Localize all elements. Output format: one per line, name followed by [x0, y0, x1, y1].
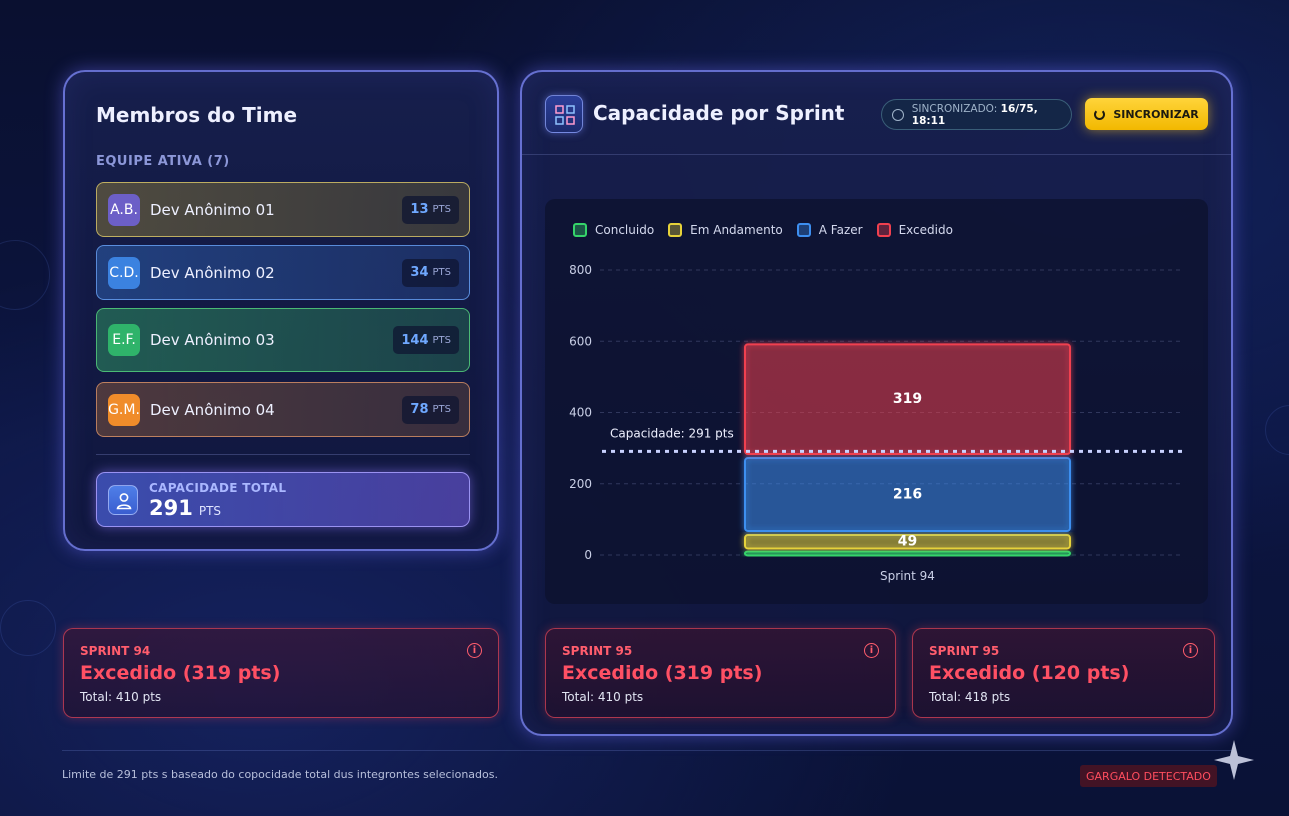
legend-label: Em Andamento [690, 223, 783, 237]
total-capacity-value-row: 291 PTS [149, 496, 221, 520]
points-badge: 78 PTS [402, 395, 459, 424]
member-name: Dev Anônimo 04 [150, 400, 275, 419]
sprint-total: Total: 410 pts [80, 690, 162, 704]
total-capacity-box: CAPACIDADE TOTAL 291 PTS [96, 472, 470, 527]
bottleneck-alert-badge: GARGALO DETECTADO [1080, 765, 1217, 787]
avatar-initials: C.D. [109, 264, 139, 281]
info-icon[interactable]: i [467, 643, 482, 658]
legend-swatch [876, 223, 891, 237]
points-unit: PTS [432, 204, 452, 215]
info-icon[interactable]: i [864, 643, 879, 658]
legend-item-em-andamento[interactable]: Em Andamento [668, 223, 783, 237]
chart-area [545, 199, 1208, 604]
legend-item-a-fazer[interactable]: A Fazer [796, 223, 863, 237]
total-capacity-unit: PTS [198, 504, 222, 518]
active-team-label: EQUIPE ATIVA (7) [96, 154, 230, 169]
avatar: A.B. [108, 193, 140, 226]
avatar: G.M. [108, 393, 140, 426]
sprint-95-card-2[interactable]: SPRINT 95 i Excedido (120 pts) Total: 41… [912, 628, 1215, 718]
avatar-initials: A.B. [110, 201, 138, 218]
sprint-94-card[interactable]: SPRINT 94 i Excedido (319 pts) Total: 41… [63, 628, 499, 718]
total-capacity-value: 291 [149, 496, 193, 520]
sync-status: SINCRONIZADO: 16/75, 18:11 [881, 99, 1072, 130]
points-unit: PTS [432, 267, 452, 278]
chart-legend: Concluido Em Andamento A Fazer Excedido [573, 223, 953, 237]
footer-divider [62, 750, 1232, 751]
footer-note: Limite de 291 pts s baseado do copocidad… [62, 768, 498, 781]
points-value: 78 [410, 402, 429, 417]
member-name: Dev Anônimo 01 [150, 200, 275, 219]
member-row-1[interactable]: A.B. Dev Anônimo 01 13 PTS [96, 182, 470, 237]
legend-item-excedido[interactable]: Excedido [876, 223, 953, 237]
points-badge: 13 PTS [402, 195, 459, 224]
members-divider [96, 454, 470, 455]
avatar-initials: E.F. [112, 332, 136, 348]
sprint-95-card[interactable]: SPRINT 95 i Excedido (319 pts) Total: 41… [545, 628, 896, 718]
sprint-panel-icon [545, 95, 583, 133]
legend-label: A Fazer [818, 223, 863, 237]
member-name: Dev Anônimo 03 [150, 331, 275, 349]
member-row-2[interactable]: C.D. Dev Anônimo 02 34 PTS [96, 245, 470, 300]
sprint-status: Excedido (120 pts) [929, 662, 1130, 684]
member-row-3[interactable]: E.F. Dev Anônimo 03 144 PTS [96, 308, 470, 372]
sprint-panel-title: Capacidade por Sprint [593, 101, 845, 125]
legend-item-concluido[interactable]: Concluido [573, 223, 654, 237]
member-row-4[interactable]: G.M. Dev Anônimo 04 78 PTS [96, 382, 470, 437]
sync-button[interactable]: SINCRONIZAR [1085, 98, 1208, 130]
legend-label: Concluido [595, 223, 655, 237]
members-panel-title: Membros do Time [96, 103, 298, 127]
legend-swatch [573, 223, 587, 237]
avatar: C.D. [108, 256, 140, 289]
sprint-panel-divider [522, 154, 1231, 155]
legend-label: Excedido [898, 223, 953, 237]
sync-status-value: 16/75, 18:11 [911, 102, 1038, 127]
sync-button-label: SINCRONIZAR [1113, 107, 1199, 121]
points-unit: PTS [432, 334, 452, 346]
sprint-label: SPRINT 95 [929, 644, 1000, 658]
refresh-icon [1094, 108, 1106, 120]
sprint-label: SPRINT 95 [562, 644, 633, 658]
member-name: Dev Anônimo 02 [150, 263, 275, 282]
history-icon [892, 108, 904, 121]
sync-status-label: SINCRONIZADO: [911, 102, 998, 115]
points-badge: 34 PTS [402, 258, 459, 287]
points-value: 34 [410, 265, 429, 280]
sprint-label: SPRINT 94 [80, 644, 151, 658]
sync-status-text: SINCRONIZADO: 16/75, 18:11 [912, 103, 1071, 127]
avatar: E.F. [108, 324, 140, 356]
points-value: 144 [401, 332, 429, 348]
total-capacity-label: CAPACIDADE TOTAL [149, 481, 287, 495]
members-panel: Membros do Time EQUIPE ATIVA (7) A.B. De… [63, 70, 499, 551]
sprint-total: Total: 410 pts [562, 690, 644, 704]
sparkle-icon [1212, 738, 1256, 782]
points-unit: PTS [432, 404, 452, 415]
sprint-total: Total: 418 pts [929, 690, 1011, 704]
info-icon[interactable]: i [1183, 643, 1198, 658]
legend-swatch [668, 223, 683, 237]
avatar-initials: G.M. [108, 401, 140, 418]
sprint-status: Excedido (319 pts) [80, 662, 281, 684]
background-ring [0, 240, 50, 310]
legend-swatch [796, 223, 811, 237]
background-ring [0, 600, 56, 656]
points-value: 13 [410, 202, 429, 217]
user-icon [108, 485, 138, 515]
background-ring [1265, 405, 1289, 455]
sprint-status: Excedido (319 pts) [562, 662, 763, 684]
points-badge: 144 PTS [393, 326, 459, 354]
